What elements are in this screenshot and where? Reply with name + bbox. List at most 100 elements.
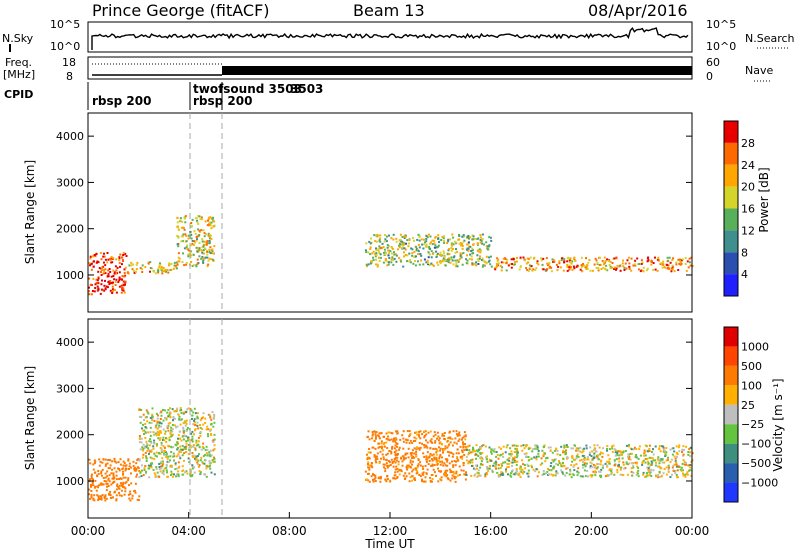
velocity-cell	[94, 479, 97, 482]
power-cell	[425, 235, 428, 237]
velocity-cell	[650, 468, 653, 471]
power-cell	[126, 271, 129, 274]
velocity-cell	[468, 449, 471, 452]
velocity-cell	[454, 476, 457, 479]
power-cell	[112, 281, 114, 284]
velocity-cell	[396, 476, 399, 479]
velocity-cell	[501, 464, 503, 467]
power-cell	[549, 265, 551, 268]
velocity-cell	[92, 498, 95, 501]
velocity-cell	[544, 460, 547, 463]
velocity-cell	[672, 470, 675, 473]
power-cell	[369, 246, 372, 249]
velocity-cell	[410, 475, 413, 478]
power-cell	[452, 243, 455, 246]
velocity-cell	[192, 444, 195, 446]
velocity-cell	[633, 446, 636, 449]
velocity-cell	[164, 450, 166, 452]
velocity-cell	[665, 466, 668, 469]
velocity-cell	[671, 473, 673, 476]
velocity-cell	[423, 436, 426, 439]
velocity-cell	[185, 422, 188, 425]
nsky-panel-frame	[87, 21, 693, 53]
velocity-cell	[598, 446, 601, 449]
power-cell	[173, 264, 176, 267]
power-cell	[472, 235, 475, 238]
velocity-cell	[439, 470, 442, 473]
velocity-cell	[160, 441, 163, 444]
velocity-cell	[148, 444, 151, 447]
velocity-cell	[384, 470, 387, 473]
power-cell	[395, 240, 398, 243]
power-cell	[195, 246, 198, 249]
velocity-cell	[385, 462, 388, 465]
velocity-cell	[582, 450, 585, 453]
power-cell	[121, 259, 124, 261]
velocity-cell	[207, 453, 210, 456]
velocity-cell	[575, 457, 578, 460]
power-cell	[465, 248, 468, 251]
power-cell	[180, 240, 183, 243]
power-cell	[535, 267, 538, 270]
velocity-cell	[471, 458, 474, 461]
velocity-cell	[689, 451, 692, 454]
power-cell	[167, 271, 170, 274]
velocity-cell	[119, 477, 122, 480]
velocity-cell	[183, 446, 186, 449]
velocity-cell	[156, 430, 159, 433]
velocity-cell	[464, 478, 467, 481]
power-cell	[89, 283, 92, 286]
velocity-cell	[430, 440, 433, 443]
velocity-cell	[549, 465, 552, 467]
velocity-cell	[510, 450, 513, 453]
velocity-cell	[98, 458, 101, 461]
velocity-cell	[547, 446, 550, 449]
power-cell	[429, 235, 432, 238]
power-cell	[401, 242, 404, 245]
power-cell	[203, 232, 206, 235]
velocity-cell	[404, 472, 407, 475]
velocity-cell	[445, 475, 448, 478]
velocity-cell	[422, 480, 425, 483]
velocity-cell	[367, 451, 370, 454]
velocity-cell	[462, 446, 465, 449]
power-cell	[410, 247, 413, 250]
power-cell	[99, 292, 102, 295]
velocity-cell	[196, 415, 199, 418]
velocity-cell	[470, 451, 473, 454]
power-cell	[417, 250, 420, 253]
power-cell	[206, 265, 209, 268]
power-cell	[431, 239, 434, 242]
power-cell	[684, 263, 687, 265]
velocity-cell	[408, 435, 411, 438]
velocity-cell	[453, 477, 456, 480]
power-cell	[542, 268, 545, 271]
velocity-cell	[688, 448, 691, 451]
velocity-cell	[154, 454, 157, 457]
power-cell	[203, 235, 206, 238]
velocity-cell	[475, 449, 478, 452]
velocity-cell	[555, 470, 558, 473]
velocity-cell	[440, 479, 443, 482]
power-cell	[206, 224, 209, 227]
power-cell	[585, 268, 588, 270]
velocity-cell	[471, 448, 474, 451]
velocity-cell	[164, 416, 166, 419]
power-cell	[480, 240, 483, 243]
velocity-cell	[213, 413, 216, 416]
velocity-cell	[109, 464, 112, 467]
velocity-cell	[610, 468, 613, 471]
power-cell	[461, 242, 464, 245]
velocity-cell	[171, 434, 174, 437]
velocity-cell	[213, 457, 216, 460]
velocity-cell	[474, 453, 477, 456]
velocity-cell	[120, 482, 123, 485]
velocity-cell	[596, 444, 599, 447]
power-cell	[681, 258, 684, 261]
velocity-cell	[407, 464, 410, 467]
velocity-cell	[398, 448, 401, 451]
velocity-cell	[160, 422, 163, 425]
power-cell	[185, 262, 188, 264]
velocity-cell	[434, 440, 437, 443]
power-cell	[454, 251, 457, 254]
